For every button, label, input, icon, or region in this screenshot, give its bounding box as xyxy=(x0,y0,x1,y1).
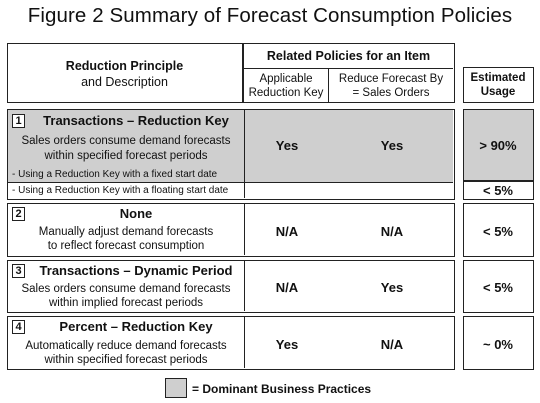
header-applicable-1: Applicable xyxy=(244,72,328,86)
legend-label: = Dominant Business Practices xyxy=(192,382,371,396)
figure-title: Figure 2 Summary of Forecast Consumption… xyxy=(0,4,540,28)
row-4-applicable: Yes xyxy=(245,337,329,352)
row-2-usage: < 5% xyxy=(463,203,534,257)
row-4-usage: ~ 0% xyxy=(463,316,534,370)
row-1-number: 1 xyxy=(12,114,25,128)
header-applicable-2: Reduction Key xyxy=(244,86,328,100)
row-2-number: 2 xyxy=(12,207,25,221)
row-3-desc-1: Sales orders consume demand forecasts xyxy=(8,282,244,297)
row-1-applicable: Yes xyxy=(245,138,329,153)
row-2-applicable: N/A xyxy=(245,224,329,239)
row-2-desc-1: Manually adjust demand forecasts xyxy=(8,225,244,240)
legend-swatch xyxy=(165,378,187,398)
header-related-box: Related Policies for an Item Applicable … xyxy=(243,43,455,103)
header-usage-box: Estimated Usage xyxy=(463,67,534,103)
row-3-applicable: N/A xyxy=(245,280,329,295)
row-1-main: 1 Transactions – Reduction Key Sales ord… xyxy=(7,109,455,200)
header-principle-box: Reduction Principle and Description xyxy=(7,43,243,103)
row-3-desc-2: within implied forecast periods xyxy=(8,296,244,311)
row-4-desc-1: Automatically reduce demand forecasts xyxy=(8,339,244,354)
row-2-main: 2 None Manually adjust demand forecasts … xyxy=(7,203,455,257)
row-4-number: 4 xyxy=(12,320,25,334)
row-1-reduce: Yes xyxy=(330,138,454,153)
header-usage-2: Usage xyxy=(464,85,532,99)
row-2-reduce: N/A xyxy=(330,224,454,239)
row-1-sub-1: - Using a Reduction Key with a fixed sta… xyxy=(12,169,242,181)
header-description: and Description xyxy=(8,74,241,90)
row-4-main: 4 Percent – Reduction Key Automatically … xyxy=(7,316,455,370)
row-3-usage: < 5% xyxy=(463,260,534,313)
row-3-reduce: Yes xyxy=(330,280,454,295)
header-reduce-1: Reduce Forecast By xyxy=(329,72,453,86)
row-4-name: Percent – Reduction Key xyxy=(30,319,242,334)
header-principle: Reduction Principle xyxy=(8,58,241,74)
row-2-desc-2: to reflect forecast consumption xyxy=(8,239,244,254)
row-1-sub-usage: < 5% xyxy=(463,181,534,200)
row-1-desc-1: Sales orders consume demand forecasts xyxy=(8,134,244,149)
row-3-main: 3 Transactions – Dynamic Period Sales or… xyxy=(7,260,455,313)
row-1-sub-2: - Using a Reduction Key with a floating … xyxy=(12,185,242,197)
row-2-name: None xyxy=(30,206,242,221)
row-1-usage: > 90% xyxy=(463,109,534,181)
row-1-name: Transactions – Reduction Key xyxy=(30,113,242,128)
row-3-name: Transactions – Dynamic Period xyxy=(30,263,242,278)
header-related: Related Policies for an Item xyxy=(244,48,453,64)
row-3-number: 3 xyxy=(12,264,25,278)
header-reduce-2: = Sales Orders xyxy=(329,86,453,100)
row-4-desc-2: within specified forecast periods xyxy=(8,353,244,368)
row-4-reduce: N/A xyxy=(330,337,454,352)
header-usage-1: Estimated xyxy=(464,71,532,85)
row-1-desc-2: within specified forecast periods xyxy=(8,149,244,164)
